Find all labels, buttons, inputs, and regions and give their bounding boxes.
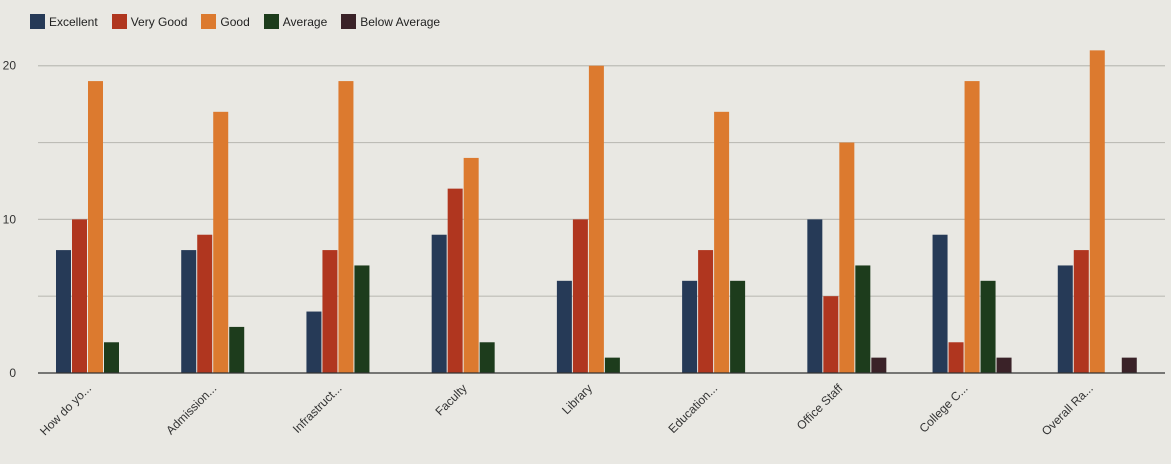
legend-label: Very Good <box>130 14 188 29</box>
bar[interactable] <box>871 357 887 373</box>
legend-label: Average <box>282 14 328 29</box>
bar[interactable] <box>213 111 229 374</box>
legend-item[interactable]: Very Good <box>111 14 188 29</box>
legend-swatch <box>341 14 357 29</box>
bar[interactable] <box>229 326 245 373</box>
bar[interactable] <box>572 219 588 373</box>
legend-label: Excellent <box>49 14 98 29</box>
bar[interactable] <box>354 265 370 373</box>
legend: Excellent Very Good Good Average Below Avera… <box>30 14 440 29</box>
legend-label: Below Average <box>360 14 441 29</box>
bar[interactable] <box>479 342 495 373</box>
bar[interactable] <box>431 234 447 373</box>
bar[interactable] <box>88 81 103 373</box>
bar[interactable] <box>588 65 604 374</box>
bar[interactable] <box>197 234 213 373</box>
bar[interactable] <box>56 250 71 373</box>
bar[interactable] <box>104 342 119 373</box>
x-tick-label: Overall Ra... <box>1039 381 1096 438</box>
legend-swatch <box>30 14 45 29</box>
x-tick-label: Faculty <box>433 381 470 418</box>
legend-item[interactable]: Average <box>263 14 328 29</box>
bar[interactable] <box>1073 250 1089 373</box>
bar[interactable] <box>604 357 620 373</box>
y-tick-label: 0 <box>9 366 16 380</box>
bar[interactable] <box>306 311 322 373</box>
legend-swatch <box>201 14 217 29</box>
bar[interactable] <box>807 219 823 373</box>
bar[interactable] <box>839 142 855 373</box>
bar[interactable] <box>948 342 964 373</box>
bar[interactable] <box>682 280 698 373</box>
bar[interactable] <box>823 296 839 373</box>
bar[interactable] <box>338 81 354 373</box>
bar[interactable] <box>698 250 714 373</box>
bar[interactable] <box>181 250 197 373</box>
bar[interactable] <box>1089 50 1105 373</box>
bar[interactable] <box>72 219 87 373</box>
bar[interactable] <box>980 280 996 373</box>
x-tick-label: Infrastruct... <box>290 381 345 436</box>
legend-swatch <box>111 14 127 29</box>
x-tick-label: How do yo... <box>37 381 94 438</box>
legend-item[interactable]: Below Average <box>341 14 440 29</box>
bar[interactable] <box>996 357 1012 373</box>
legend-label: Good <box>220 14 250 29</box>
x-tick-label: College C... <box>916 381 970 435</box>
legend-item[interactable]: Excellent <box>30 14 98 29</box>
x-tick-label: Education... <box>666 381 721 436</box>
x-tick-label: Office Staff <box>794 381 846 433</box>
y-tick-label: 20 <box>3 59 17 73</box>
x-tick-label: Library <box>559 381 595 417</box>
bar[interactable] <box>730 280 746 373</box>
bar[interactable] <box>322 250 338 373</box>
bar[interactable] <box>1121 357 1137 373</box>
x-tick-label: Admission... <box>163 381 219 437</box>
legend-swatch <box>263 14 279 29</box>
bar[interactable] <box>855 265 871 373</box>
bar[interactable] <box>932 234 948 373</box>
bar[interactable] <box>447 188 463 373</box>
bar[interactable] <box>714 111 730 374</box>
legend-item[interactable]: Good <box>201 14 250 29</box>
y-tick-label: 10 <box>3 212 17 226</box>
bar[interactable] <box>556 280 572 373</box>
bar[interactable] <box>463 157 479 373</box>
bar[interactable] <box>964 81 980 373</box>
bar[interactable] <box>1057 265 1073 373</box>
